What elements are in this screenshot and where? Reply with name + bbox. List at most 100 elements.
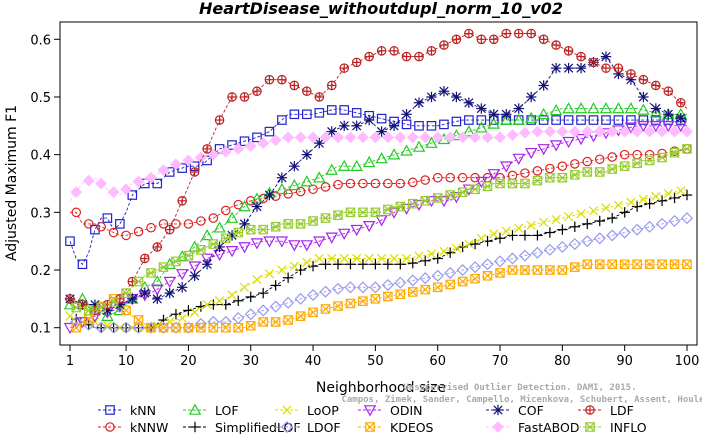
series-line-odin — [69, 125, 687, 329]
data-point-ldf — [638, 74, 649, 85]
data-point-cof — [264, 189, 275, 201]
data-point-loop — [501, 226, 511, 236]
legend-label-fastabod: FastABOD — [518, 420, 580, 434]
data-point-fastabod — [120, 183, 132, 196]
data-point-kdeos — [283, 315, 293, 325]
data-point-loop — [451, 243, 462, 254]
data-point-knnw — [607, 152, 618, 162]
data-point-ldof — [381, 278, 394, 292]
data-point-kdeos — [507, 265, 518, 275]
data-point-knn — [264, 126, 275, 137]
data-point-loop — [102, 321, 113, 331]
data-point-knnw — [183, 219, 194, 229]
legend-item-knn: kNN — [98, 403, 156, 418]
legend-label-knn: kNN — [130, 403, 156, 418]
data-point-odin — [487, 169, 501, 181]
data-point-cof — [164, 287, 175, 299]
data-point-ldf — [488, 34, 499, 45]
data-point-loop — [439, 246, 449, 256]
data-point-knnw — [407, 177, 418, 188]
data-point-cof — [301, 149, 313, 160]
data-point-simplifiedlof — [407, 257, 418, 269]
data-point-cof — [563, 62, 574, 74]
data-point-kdeos — [457, 276, 468, 287]
data-point-kdeos — [495, 268, 505, 278]
data-point-knn — [115, 219, 125, 229]
data-point-loop — [663, 188, 673, 199]
data-point-knnw — [495, 172, 505, 183]
data-point-kdeos — [545, 265, 555, 275]
data-point-lof — [325, 163, 338, 175]
data-point-simplifiedlof — [270, 280, 281, 291]
series-fastabod — [69, 125, 693, 202]
x-tick-label: 90 — [616, 354, 633, 369]
data-point-inflo — [457, 187, 468, 197]
data-point-ldf — [376, 46, 387, 56]
data-point-inflo — [370, 207, 381, 218]
legend-label-loop: LoOP — [307, 403, 339, 418]
x-tick-label: 20 — [180, 354, 197, 369]
data-point-simplifiedlof — [220, 299, 232, 310]
data-point-simplifiedlof — [519, 230, 531, 241]
data-point-lof — [574, 102, 588, 114]
data-point-kdeos — [432, 282, 443, 293]
data-point-fastabod — [394, 131, 407, 144]
data-point-ldof — [95, 321, 108, 334]
legend-item-cof: COF — [486, 403, 544, 418]
data-point-inflo — [594, 167, 605, 177]
data-point-ldf — [77, 299, 88, 310]
data-point-ldof — [419, 272, 432, 285]
data-point-ldof — [631, 223, 644, 236]
legend-marker-ldf — [585, 405, 595, 415]
data-point-ldf — [501, 28, 512, 39]
data-point-fastabod — [519, 126, 531, 139]
data-point-kdeos — [245, 320, 256, 331]
data-point-loop — [638, 194, 648, 204]
data-point-ldf — [588, 57, 599, 68]
data-point-fastabod — [456, 131, 469, 144]
data-point-kdeos — [221, 322, 231, 333]
data-point-inflo — [308, 216, 318, 226]
data-point-kdeos — [383, 291, 393, 302]
data-point-loop — [539, 217, 549, 228]
data-point-fastabod — [219, 145, 232, 158]
data-point-ldf — [351, 57, 362, 68]
data-point-ldf — [464, 28, 474, 39]
data-point-loop — [601, 203, 611, 213]
data-point-knn — [464, 115, 474, 125]
data-point-knn — [613, 115, 624, 125]
credit-line-1: Campos, Zimek, Sander, Campello, Micenko… — [341, 394, 702, 405]
data-point-inflo — [507, 178, 518, 189]
data-point-ldf — [613, 63, 624, 73]
data-point-knnw — [383, 178, 393, 189]
data-point-loop — [65, 311, 75, 321]
legend-marker-ldof — [280, 420, 294, 434]
data-point-odin — [637, 121, 650, 133]
data-point-ldf — [239, 92, 250, 102]
data-point-kdeos — [619, 259, 630, 270]
data-point-knnw — [295, 186, 306, 197]
data-point-ldof — [656, 217, 669, 230]
axes: 1 10 20 30 40 50 60 70 80 90 100 0.1 0.2 0.3 0.4 0.5 0.6 — [30, 21, 699, 369]
data-point-knnw — [570, 159, 580, 169]
data-point-ldf — [426, 46, 437, 56]
data-point-knn — [90, 224, 100, 235]
data-point-fastabod — [332, 131, 344, 144]
legend-marker-odin — [363, 405, 377, 417]
data-point-lof — [549, 104, 563, 116]
data-point-lof — [101, 309, 114, 321]
data-point-lof — [400, 144, 413, 156]
data-point-kdeos — [270, 317, 281, 327]
data-point-loop — [626, 197, 636, 207]
data-point-ldof — [469, 261, 482, 274]
x-tick-label: 50 — [367, 354, 384, 369]
data-point-ldf — [675, 97, 686, 108]
data-point-ldof — [244, 308, 257, 321]
legend-label-cof: COF — [518, 403, 544, 418]
data-point-ldf — [601, 63, 611, 73]
legend-item-inflo: INFLO — [578, 420, 647, 434]
data-point-lof — [500, 113, 513, 125]
data-point-ldf — [339, 63, 350, 73]
data-point-simplifiedlof — [644, 198, 655, 209]
data-point-kdeos — [420, 284, 431, 295]
